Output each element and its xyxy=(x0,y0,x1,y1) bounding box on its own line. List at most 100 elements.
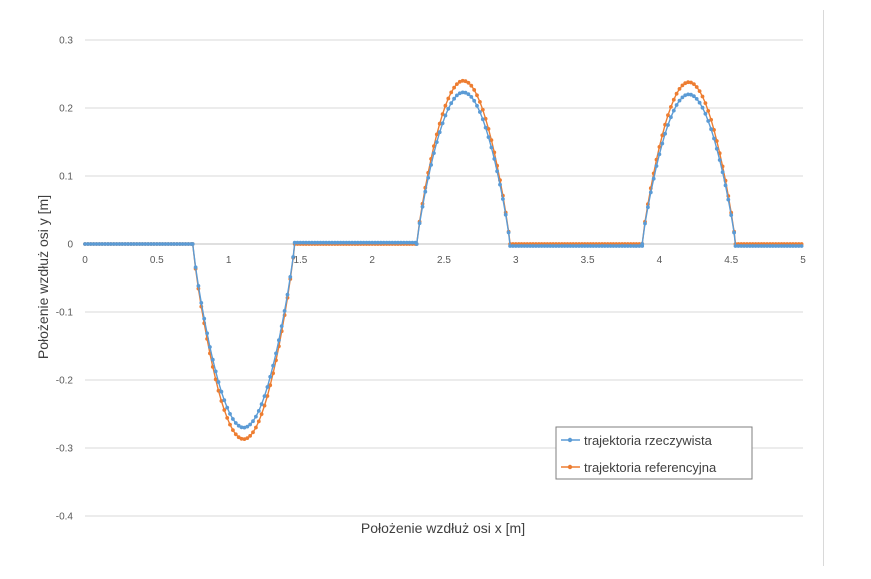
data-point xyxy=(350,240,354,245)
data-point xyxy=(378,240,383,245)
data-point xyxy=(381,240,386,245)
data-point xyxy=(582,244,587,248)
data-point xyxy=(460,90,465,95)
data-point xyxy=(367,240,372,245)
data-point xyxy=(745,244,749,248)
data-point xyxy=(434,140,439,145)
data-point xyxy=(143,242,148,246)
data-point xyxy=(732,230,736,235)
data-point xyxy=(274,351,278,356)
data-point xyxy=(120,242,125,246)
data-point xyxy=(677,98,682,103)
x-tick-label: 5 xyxy=(800,255,806,266)
data-point xyxy=(231,417,235,421)
data-point xyxy=(259,412,264,416)
data-point xyxy=(669,105,673,109)
data-point xyxy=(193,265,198,270)
data-point xyxy=(443,103,448,108)
data-point xyxy=(452,85,456,90)
data-point xyxy=(443,113,448,118)
data-point xyxy=(245,436,250,440)
data-point xyxy=(111,242,116,246)
data-point xyxy=(714,146,719,151)
data-point xyxy=(614,244,619,248)
y-tick-label: 0.1 xyxy=(59,172,73,183)
data-point xyxy=(466,80,471,85)
data-point xyxy=(651,176,656,181)
data-point xyxy=(689,92,693,97)
data-point xyxy=(457,79,462,84)
data-point xyxy=(327,240,331,245)
data-point xyxy=(733,244,738,248)
data-point xyxy=(254,425,258,430)
data-point xyxy=(519,244,524,248)
data-point xyxy=(312,240,317,245)
x-tick-label: 1 xyxy=(226,255,232,266)
data-point xyxy=(256,409,261,413)
data-point xyxy=(773,244,778,248)
data-point xyxy=(686,92,690,97)
data-point xyxy=(551,244,555,248)
data-point xyxy=(677,87,682,91)
data-point xyxy=(455,82,459,86)
data-point xyxy=(242,425,247,430)
data-point xyxy=(478,100,482,104)
data-point xyxy=(91,242,96,246)
data-point xyxy=(694,85,699,89)
data-point xyxy=(683,81,688,86)
data-point xyxy=(689,80,693,85)
data-point xyxy=(506,230,511,235)
data-point xyxy=(407,240,412,245)
data-point xyxy=(683,93,688,98)
data-point xyxy=(254,414,258,419)
data-point xyxy=(265,394,270,398)
data-point xyxy=(768,244,772,248)
tick-labels: 0.3 0.2 0.1 0 -0.1 -0.2 -0.3 -0.4 0 0.5 1 1.5 2 2.5 3 3… xyxy=(56,36,806,523)
data-point xyxy=(779,244,784,248)
data-point xyxy=(324,240,329,245)
data-point xyxy=(782,244,787,248)
data-point xyxy=(525,244,530,248)
data-point xyxy=(268,383,273,388)
data-point xyxy=(108,242,113,246)
data-point xyxy=(534,244,538,248)
data-point xyxy=(137,242,142,246)
data-point xyxy=(486,126,491,131)
data-point xyxy=(210,357,215,362)
data-point xyxy=(449,90,454,95)
data-point xyxy=(262,394,267,398)
data-point xyxy=(315,240,320,245)
data-point xyxy=(440,121,445,126)
data-point xyxy=(483,116,488,121)
data-point xyxy=(202,316,207,321)
data-point xyxy=(697,100,702,105)
data-point xyxy=(233,432,238,437)
data-point xyxy=(495,169,499,174)
data-point xyxy=(562,244,567,248)
series-layer xyxy=(83,78,804,441)
data-point xyxy=(565,244,570,248)
data-point xyxy=(597,244,601,248)
data-point xyxy=(557,244,561,248)
data-point xyxy=(310,240,314,245)
data-point xyxy=(231,428,235,432)
data-point xyxy=(483,125,488,130)
y-tick-label: -0.1 xyxy=(56,308,74,319)
data-point xyxy=(344,240,349,245)
data-point xyxy=(146,242,151,246)
data-point xyxy=(486,135,491,140)
data-point xyxy=(177,242,182,246)
data-point xyxy=(463,79,468,84)
data-point xyxy=(700,105,705,110)
data-point xyxy=(646,205,650,210)
data-point xyxy=(680,95,685,100)
data-point xyxy=(301,240,306,245)
data-point xyxy=(674,103,679,107)
data-point xyxy=(94,242,99,246)
data-point xyxy=(539,244,544,248)
data-point xyxy=(183,242,188,246)
data-point xyxy=(531,244,535,248)
data-point xyxy=(446,106,451,111)
data-point xyxy=(335,240,340,245)
